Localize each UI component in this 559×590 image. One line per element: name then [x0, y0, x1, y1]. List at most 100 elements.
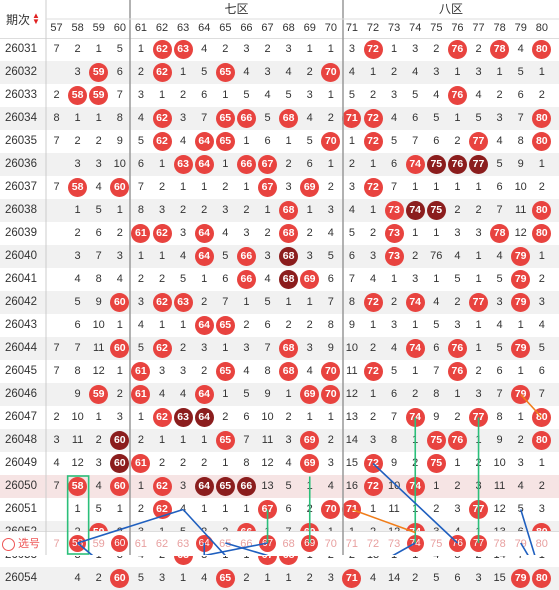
miss-count-cell: 1 — [180, 66, 187, 78]
miss-count-cell: 1 — [327, 43, 334, 55]
select-number-cell[interactable]: 80 — [535, 538, 548, 550]
select-number-ball[interactable]: 64 — [195, 535, 213, 552]
drawn-number-ball: 60 — [110, 293, 130, 312]
drawn-number-ball: 79 — [511, 339, 531, 358]
miss-count-cell: 1 — [475, 273, 482, 285]
drawn-number-ball: 62 — [152, 40, 172, 59]
miss-count-cell: 4 — [496, 135, 503, 147]
drawn-number-ball: 76 — [447, 362, 467, 381]
drawn-number-ball: 77 — [469, 500, 488, 519]
select-number-cell[interactable]: 79 — [514, 538, 527, 550]
select-number-cell[interactable]: 68 — [282, 538, 295, 550]
miss-count-cell: 5 — [243, 89, 250, 101]
miss-count-cell: 5 — [496, 273, 503, 285]
miss-count-cell: 7 — [53, 181, 60, 193]
miss-count-cell: 7 — [391, 411, 398, 423]
select-number-ball[interactable]: 76 — [448, 535, 466, 552]
select-number-cell[interactable]: 73 — [387, 538, 401, 550]
miss-count-cell: 12 — [514, 227, 527, 239]
column-header-67: 67 — [261, 22, 274, 34]
select-number-cell[interactable]: 66 — [240, 538, 253, 550]
miss-count-cell: 2 — [369, 89, 377, 101]
miss-count-cell: 1 — [137, 480, 144, 492]
miss-count-cell: 3 — [158, 572, 166, 584]
miss-count-cell: 2 — [454, 135, 461, 147]
miss-count-cell: 1 — [369, 158, 377, 170]
select-number-cell[interactable]: 72 — [366, 538, 380, 550]
miss-count-cell: 7 — [116, 89, 123, 101]
drawn-number-ball: 72 — [363, 362, 383, 381]
select-number-cell[interactable]: 71 — [345, 538, 359, 550]
miss-count-cell: 3 — [496, 296, 503, 308]
miss-count-cell: 11 — [514, 204, 527, 216]
drawn-number-ball: 65 — [215, 569, 235, 588]
miss-count-cell: 4 — [264, 273, 271, 285]
drawn-number-ball: 65 — [215, 132, 235, 151]
drawn-number-ball: 77 — [469, 132, 488, 151]
miss-count-cell: 10 — [71, 411, 84, 423]
miss-count-cell: 1 — [243, 503, 250, 515]
miss-count-cell: 1 — [201, 273, 208, 285]
miss-count-cell: 1 — [454, 181, 461, 193]
miss-count-cell: 12 — [493, 503, 506, 515]
miss-count-cell: 2 — [74, 135, 81, 147]
issue-number: 26033 — [5, 89, 37, 101]
miss-count-cell: 7 — [53, 43, 60, 55]
miss-count-cell: 11 — [388, 503, 400, 515]
sort-icon[interactable]: ▲ ▼ — [32, 11, 40, 26]
miss-count-cell: 5 — [116, 43, 123, 55]
select-number-cell[interactable]: 70 — [324, 538, 337, 550]
miss-count-cell: 1 — [222, 89, 229, 101]
issue-number: 26034 — [5, 112, 37, 124]
miss-count-cell: 3 — [285, 434, 292, 446]
select-number-cell[interactable]: 63 — [176, 538, 190, 550]
select-number-cell[interactable]: 75 — [430, 538, 443, 550]
drawn-number-ball: 76 — [447, 431, 467, 450]
miss-count-cell: 12 — [71, 457, 84, 469]
miss-count-cell — [46, 314, 67, 337]
issue-number: 26054 — [5, 572, 37, 584]
drawn-number-ball: 63 — [173, 408, 193, 427]
select-label[interactable]: 选号 — [2, 532, 40, 556]
select-number-ball[interactable]: 67 — [259, 535, 276, 552]
select-number-cell[interactable]: 59 — [92, 538, 105, 550]
select-number-ball[interactable]: 69 — [301, 535, 319, 552]
drawn-number-ball: 65 — [215, 431, 235, 450]
select-number-cell[interactable]: 62 — [155, 538, 169, 550]
column-header-60: 60 — [113, 22, 126, 34]
miss-count-cell: 2 — [222, 411, 229, 423]
drawn-number-ball: 66 — [236, 247, 256, 266]
miss-count-cell: 2 — [158, 181, 166, 193]
select-number-cell[interactable]: 61 — [134, 538, 148, 550]
drawn-number-ball: 63 — [173, 40, 193, 59]
miss-count-cell: 9 — [264, 388, 271, 400]
drawn-number-ball: 76 — [447, 339, 467, 358]
select-number-ball[interactable]: 74 — [406, 535, 424, 552]
miss-count-cell — [46, 153, 67, 176]
table-header: 期次 ▲ ▼ 七区 八区 57 58 59 60 61 62 63 64 65 66 67 68 69 70… — [0, 0, 559, 39]
select-number-cell[interactable]: 78 — [493, 538, 506, 550]
miss-count-cell: 3 — [180, 112, 187, 124]
column-header-59: 59 — [92, 22, 105, 34]
select-number-cell[interactable]: 7 — [53, 538, 60, 550]
miss-count-cell: 1 — [517, 365, 524, 377]
miss-count-cell: 6 — [348, 250, 355, 262]
miss-count-cell: 4 — [348, 66, 355, 78]
select-number-ball[interactable]: 77 — [470, 535, 487, 552]
miss-count-cell: 1 — [475, 434, 482, 446]
miss-count-cell: 8 — [496, 411, 503, 423]
select-number-ball[interactable]: 60 — [111, 535, 129, 552]
miss-count-cell: 3 — [454, 227, 461, 239]
drawn-number-ball: 78 — [490, 224, 510, 243]
column-header-66: 66 — [240, 22, 253, 34]
issue-column-header[interactable]: 期次 ▲ ▼ — [0, 0, 46, 38]
miss-count-cell: 1 — [285, 388, 292, 400]
miss-count-cell: 2 — [496, 89, 503, 101]
drawn-number-ball: 70 — [321, 500, 341, 519]
drawn-number-ball: 77 — [469, 408, 488, 427]
miss-count-cell: 2 — [369, 342, 377, 354]
select-number-cell[interactable]: 65 — [219, 538, 232, 550]
miss-count-cell: 2 — [327, 112, 334, 124]
miss-count-cell: 6 — [517, 89, 524, 101]
select-number-ball[interactable]: 58 — [69, 535, 87, 552]
